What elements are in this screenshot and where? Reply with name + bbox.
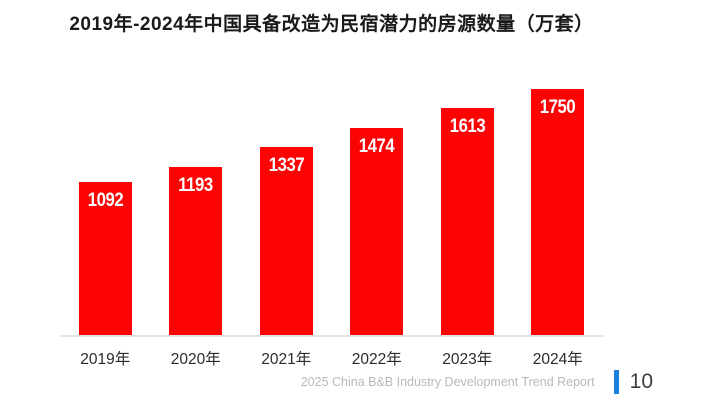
bar-value-label: 1613 bbox=[449, 116, 486, 138]
bar-column: 1193 bbox=[151, 89, 242, 335]
report-title: 2025 China B&B Industry Development Tren… bbox=[300, 375, 595, 389]
page-footer: 2025 China B&B Industry Development Tren… bbox=[301, 370, 653, 394]
plot-area: 1092 1193 1337 1474 1613 1750 bbox=[60, 89, 603, 335]
page-accent-bar bbox=[613, 370, 619, 394]
bar-column: 1750 bbox=[513, 89, 604, 335]
bar: 1337 bbox=[259, 147, 313, 335]
x-axis-labels: 2019年 2020年 2021年 2022年 2023年 2024年 bbox=[60, 347, 603, 369]
bar-column: 1092 bbox=[60, 89, 151, 335]
bar-value-label: 1750 bbox=[540, 97, 576, 118]
bar-column: 1474 bbox=[332, 89, 423, 335]
bar: 1193 bbox=[169, 167, 223, 335]
bar-value-label: 1474 bbox=[359, 135, 395, 157]
x-axis-label: 2024年 bbox=[532, 351, 583, 368]
bar-value-label: 1193 bbox=[178, 175, 214, 197]
bar-value-label: 1092 bbox=[87, 189, 124, 211]
x-axis-label: 2022年 bbox=[351, 351, 402, 368]
chart-title: 2019年-2024年中国具备改造为民宿潜力的房源数量（万套） bbox=[69, 14, 594, 35]
x-axis-label: 2023年 bbox=[442, 351, 493, 368]
page-number: 10 bbox=[629, 370, 653, 393]
x-axis-label: 2021年 bbox=[261, 351, 312, 368]
x-axis-label: 2019年 bbox=[80, 351, 131, 368]
bar: 1750 bbox=[531, 89, 585, 335]
bar: 1474 bbox=[350, 127, 404, 335]
bar: 1613 bbox=[440, 108, 494, 335]
x-axis-label: 2020年 bbox=[170, 351, 221, 368]
bar-value-label: 1337 bbox=[268, 155, 305, 177]
bar-column: 1337 bbox=[241, 89, 332, 335]
bar-column: 1613 bbox=[422, 89, 513, 335]
bar: 1092 bbox=[78, 181, 132, 335]
x-axis-line bbox=[60, 335, 603, 337]
